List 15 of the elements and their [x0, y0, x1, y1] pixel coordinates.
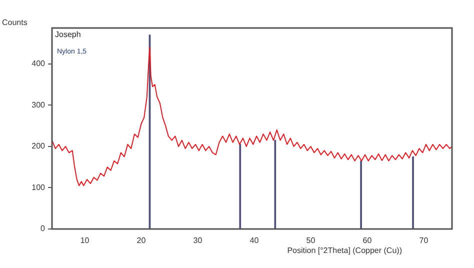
- y-tick-label: 0: [40, 224, 46, 234]
- y-tick-label: 400: [32, 59, 46, 68]
- x-tick-label: 10: [80, 236, 90, 246]
- x-tick-label: 50: [306, 236, 316, 246]
- y-axis-title: Counts: [2, 18, 28, 28]
- x-tick-label: 30: [193, 236, 203, 246]
- y-tick-label: 100: [32, 182, 46, 192]
- x-tick-label: 60: [362, 236, 372, 246]
- x-tick-label: 40: [250, 236, 260, 246]
- x-tick-label: 70: [419, 236, 429, 246]
- y-tick-label: 300: [32, 100, 46, 110]
- x-tick-label: 20: [136, 236, 146, 246]
- y-tick-label: 200: [32, 142, 46, 151]
- annotation: Joseph: [55, 30, 81, 40]
- x-axis-title: Position [°2Theta] (Copper (Cu)): [287, 246, 402, 256]
